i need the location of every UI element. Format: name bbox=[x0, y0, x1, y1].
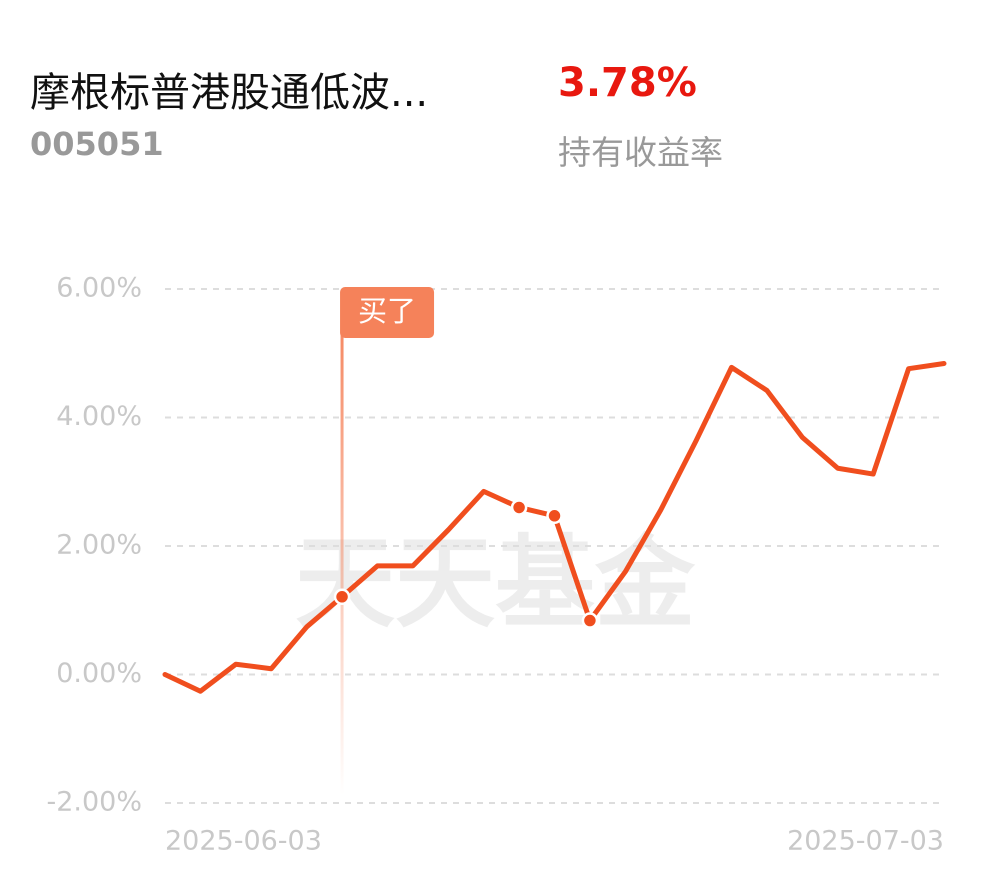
x-tick-label: 2025-07-03 bbox=[787, 826, 944, 857]
y-tick-label: 6.00% bbox=[56, 273, 142, 304]
y-tick-label: 2.00% bbox=[56, 530, 142, 561]
point bbox=[546, 507, 563, 525]
fund-name: 摩根标普港股通低波... bbox=[30, 70, 429, 116]
return-label: 持有收益率 bbox=[558, 133, 723, 172]
return-value: 3.78% bbox=[558, 60, 697, 106]
buy-label: 买了 bbox=[358, 294, 416, 328]
x-tick-label: 2025-06-03 bbox=[165, 826, 322, 857]
y-tick-label: -2.00% bbox=[46, 787, 142, 818]
watermark: 天天基金 bbox=[295, 524, 696, 641]
point bbox=[333, 588, 351, 606]
buy-line bbox=[340, 300, 344, 795]
buy-tag bbox=[340, 287, 435, 338]
y-tick-label: 4.00% bbox=[56, 401, 142, 432]
point bbox=[581, 612, 599, 629]
fund-code: 005051 bbox=[30, 125, 164, 163]
point bbox=[510, 499, 528, 516]
y-tick-label: 0.00% bbox=[56, 658, 142, 689]
